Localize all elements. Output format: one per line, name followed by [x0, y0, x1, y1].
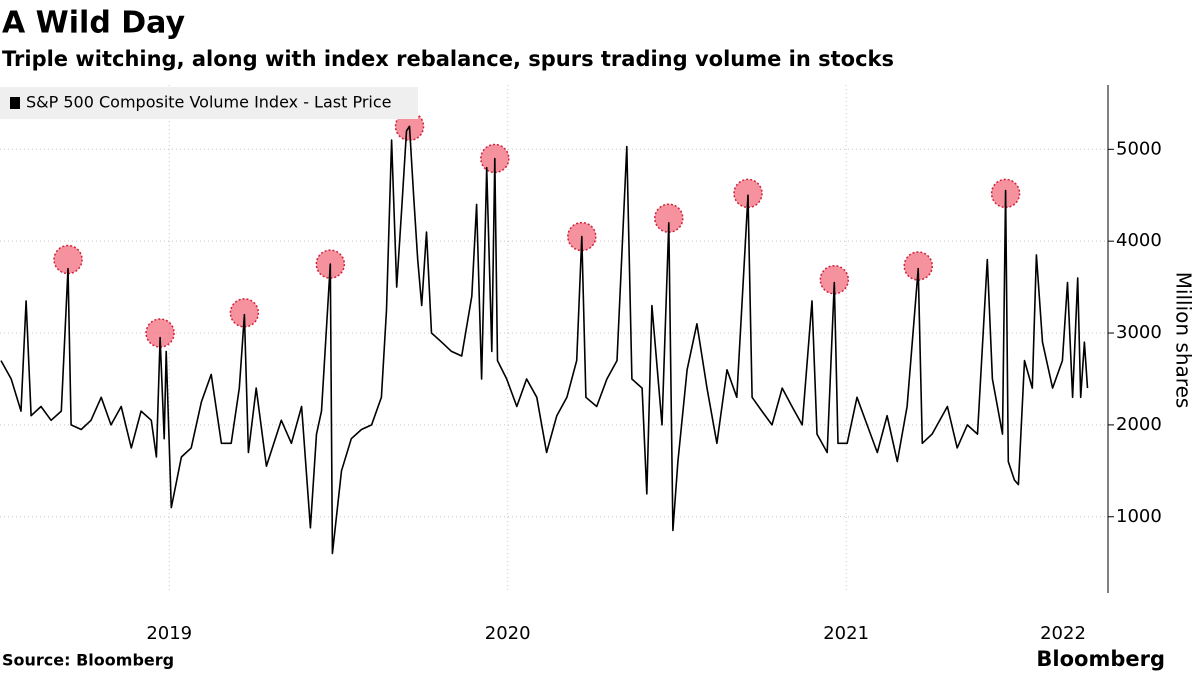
x-tick-label: 2022	[1040, 623, 1086, 644]
legend-swatch	[10, 97, 20, 109]
y-tick-label: 1000	[1116, 506, 1162, 527]
chart-title: A Wild Day	[2, 6, 185, 41]
source: Source: Bloomberg	[2, 651, 174, 670]
legend-label: S&P 500 Composite Volume Index - Last Pr…	[26, 93, 392, 112]
series-line	[0, 125, 1089, 555]
x-tick-label: 2020	[485, 623, 531, 644]
logo: Bloomberg	[1036, 647, 1165, 671]
legend-box	[0, 87, 418, 119]
y-tick-label: 2000	[1116, 414, 1162, 435]
chart-subtitle: Triple witching, along with index rebala…	[2, 47, 894, 71]
y-axis-title: Million shares	[1172, 272, 1196, 409]
y-tick-label: 5000	[1116, 138, 1162, 159]
y-tick-label: 4000	[1116, 230, 1162, 251]
y-tick-label: 3000	[1116, 322, 1162, 343]
x-tick-label: 2019	[146, 623, 192, 644]
x-tick-label: 2021	[823, 623, 869, 644]
